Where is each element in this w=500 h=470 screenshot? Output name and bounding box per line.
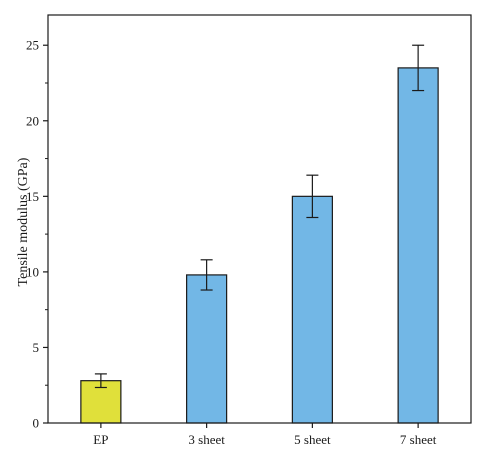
- y-tick-label: 10: [26, 264, 39, 279]
- x-tick-label: EP: [93, 432, 108, 447]
- error-bars-group: [94, 44, 425, 389]
- x-tick-label: 7 sheet: [400, 432, 437, 447]
- bar-7-sheet: [397, 67, 439, 424]
- y-tick-label: 15: [26, 189, 39, 204]
- x-tick-label: 5 sheet: [294, 432, 331, 447]
- y-tick-label: 25: [26, 38, 39, 53]
- y-axis: 0 5 10 15 20 25: [26, 38, 48, 431]
- x-axis: EP 3 sheet 5 sheet 7 sheet: [93, 423, 437, 447]
- y-axis-title: Tensile modulus (GPa): [16, 157, 31, 286]
- bars-group: [80, 67, 439, 424]
- y-tick-label: 20: [26, 113, 39, 128]
- x-tick-label: 3 sheet: [188, 432, 225, 447]
- bar-3-sheet: [186, 274, 228, 424]
- plot-frame: [47, 14, 472, 424]
- y-tick-label: 5: [33, 340, 40, 355]
- bar-5-sheet: [291, 195, 333, 424]
- y-tick-label: 0: [33, 416, 40, 431]
